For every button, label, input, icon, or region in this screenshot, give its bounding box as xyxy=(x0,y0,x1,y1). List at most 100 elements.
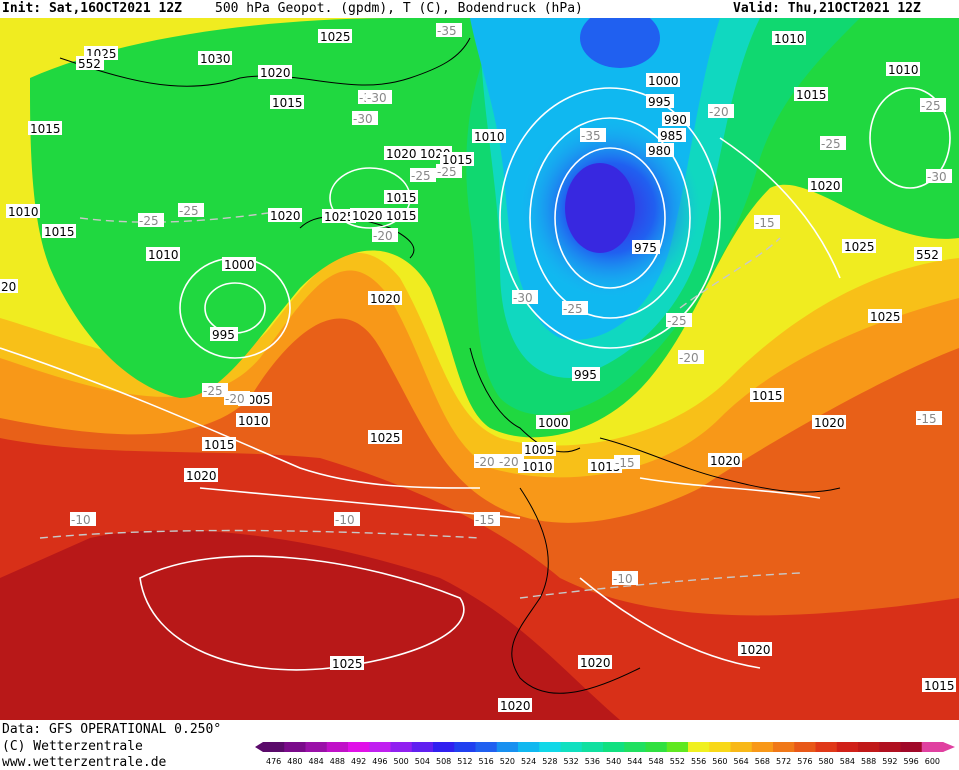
isobar-label: 1015 xyxy=(750,388,784,403)
svg-text:552: 552 xyxy=(916,248,939,262)
svg-text:995: 995 xyxy=(574,368,597,382)
svg-text:1000: 1000 xyxy=(538,416,569,430)
isobar-label: 995 xyxy=(572,367,600,382)
svg-text:1005: 1005 xyxy=(524,443,555,457)
scale-tick-label: 544 xyxy=(627,757,642,766)
isotherm-label: -20 xyxy=(224,391,250,406)
isobar-label: 1025 xyxy=(330,656,364,671)
scale-tick-label: 596 xyxy=(903,757,918,766)
isobar-lines xyxy=(0,87,951,671)
color-swatch xyxy=(815,742,838,752)
scale-tick-label: 548 xyxy=(648,757,663,766)
color-swatch xyxy=(603,742,625,752)
svg-text:-25: -25 xyxy=(203,384,223,398)
color-swatch xyxy=(581,742,604,752)
color-swatch xyxy=(284,742,306,752)
isobar-label: 1020 xyxy=(368,291,402,306)
isobar-label: 1000 xyxy=(646,73,680,88)
color-swatch xyxy=(900,742,923,752)
svg-text:-15: -15 xyxy=(615,456,635,470)
color-swatch xyxy=(263,742,285,752)
isobar-label: 975 xyxy=(632,240,660,255)
isobar-label: 1010 xyxy=(236,413,270,428)
isotherm-label: -10 xyxy=(334,512,360,527)
scale-tick-label: 560 xyxy=(712,757,727,766)
scale-arrow-left xyxy=(255,742,263,752)
scale-tick-label: 512 xyxy=(457,757,472,766)
isobar-label: 995 xyxy=(646,94,674,109)
svg-text:1030: 1030 xyxy=(200,52,231,66)
scale-tick-label: 564 xyxy=(733,757,748,766)
scale-tick-label: 532 xyxy=(563,757,578,766)
svg-text:-10: -10 xyxy=(613,572,633,586)
isobar-label: 1010 xyxy=(772,31,806,46)
isotherm-label: -25 xyxy=(436,164,462,179)
isotherm-label: -25 xyxy=(920,98,946,113)
svg-text:-20: -20 xyxy=(679,351,699,365)
isobar-label: 1025 xyxy=(868,309,902,324)
scale-tick-label: 492 xyxy=(351,757,366,766)
scale-tick-label: 508 xyxy=(436,757,451,766)
scale-tick-label: 576 xyxy=(797,757,812,766)
color-swatch xyxy=(539,742,561,752)
isotherm-label: -25 xyxy=(178,203,204,218)
isobar-label: 985 xyxy=(658,128,686,143)
scale-tick-label: 536 xyxy=(585,757,600,766)
color-swatch xyxy=(433,742,455,752)
svg-text:985: 985 xyxy=(660,129,683,143)
weather-map: 1025 552 1030 1020 1025 1015 1015 1010 1… xyxy=(0,18,959,720)
low-center-inner xyxy=(565,163,635,253)
isotherm-label: -25 xyxy=(410,168,436,183)
svg-text:-35: -35 xyxy=(581,129,601,143)
isobar-label: 1000 xyxy=(536,415,570,430)
scale-tick-label: 504 xyxy=(415,757,430,766)
map-title: 500 hPa Geopot. (gpdm), T (C), Bodendruc… xyxy=(215,1,583,16)
svg-text:1020: 1020 xyxy=(270,209,301,223)
svg-text:1020: 1020 xyxy=(500,699,531,713)
scale-tick-label: 540 xyxy=(606,757,621,766)
svg-text:-25: -25 xyxy=(437,165,457,179)
color-swatch xyxy=(390,742,413,752)
svg-text:-25: -25 xyxy=(667,314,687,328)
data-source-text: Data: GFS OPERATIONAL 0.250° xyxy=(2,722,222,737)
scale-tick-label: 552 xyxy=(670,757,685,766)
color-swatch xyxy=(305,742,328,752)
isobar-label: 1020 xyxy=(812,415,846,430)
isobar-label: 1010 xyxy=(472,129,506,144)
svg-text:1010: 1010 xyxy=(522,460,553,474)
color-swatch xyxy=(624,742,646,752)
scale-tick-label: 524 xyxy=(521,757,536,766)
isobar-label: 552 xyxy=(76,56,104,71)
isobar-label: 1015 xyxy=(384,208,418,223)
scale-arrow-right xyxy=(943,742,955,752)
isobar-label: 20 xyxy=(0,279,18,294)
isotherm-label: -15 xyxy=(474,512,500,527)
isotherm-label: -10 xyxy=(612,571,638,586)
isotherm-label: -15 xyxy=(916,411,942,426)
isotherm-label: -35 xyxy=(436,23,462,38)
svg-text:1010: 1010 xyxy=(238,414,269,428)
band-588 xyxy=(0,530,620,720)
isobar-label: 1025 xyxy=(368,430,402,445)
scale-tick-label: 484 xyxy=(308,757,323,766)
svg-text:-20: -20 xyxy=(499,455,519,469)
isotherm-label: -25 xyxy=(562,301,588,316)
svg-text:1015: 1015 xyxy=(590,460,621,474)
isobar-label: 1020 xyxy=(350,208,384,223)
svg-text:1010: 1010 xyxy=(8,205,39,219)
svg-text:-20: -20 xyxy=(709,105,729,119)
color-swatch xyxy=(496,742,519,752)
isobar-label: 1015 xyxy=(440,152,474,167)
isotherm-label: -30 xyxy=(352,111,378,126)
isobar-label: 1010 xyxy=(146,247,180,262)
svg-text:1015: 1015 xyxy=(30,122,61,136)
color-swatch xyxy=(454,742,476,752)
svg-text:1015: 1015 xyxy=(442,153,473,167)
scale-tick-label: 600 xyxy=(925,757,940,766)
color-swatch xyxy=(921,742,944,752)
isobar-label: 1030 xyxy=(198,51,232,66)
isobar-label: 1015 xyxy=(202,437,236,452)
svg-text:1015: 1015 xyxy=(44,225,75,239)
svg-text:980: 980 xyxy=(648,144,671,158)
scale-tick-label: 520 xyxy=(500,757,515,766)
